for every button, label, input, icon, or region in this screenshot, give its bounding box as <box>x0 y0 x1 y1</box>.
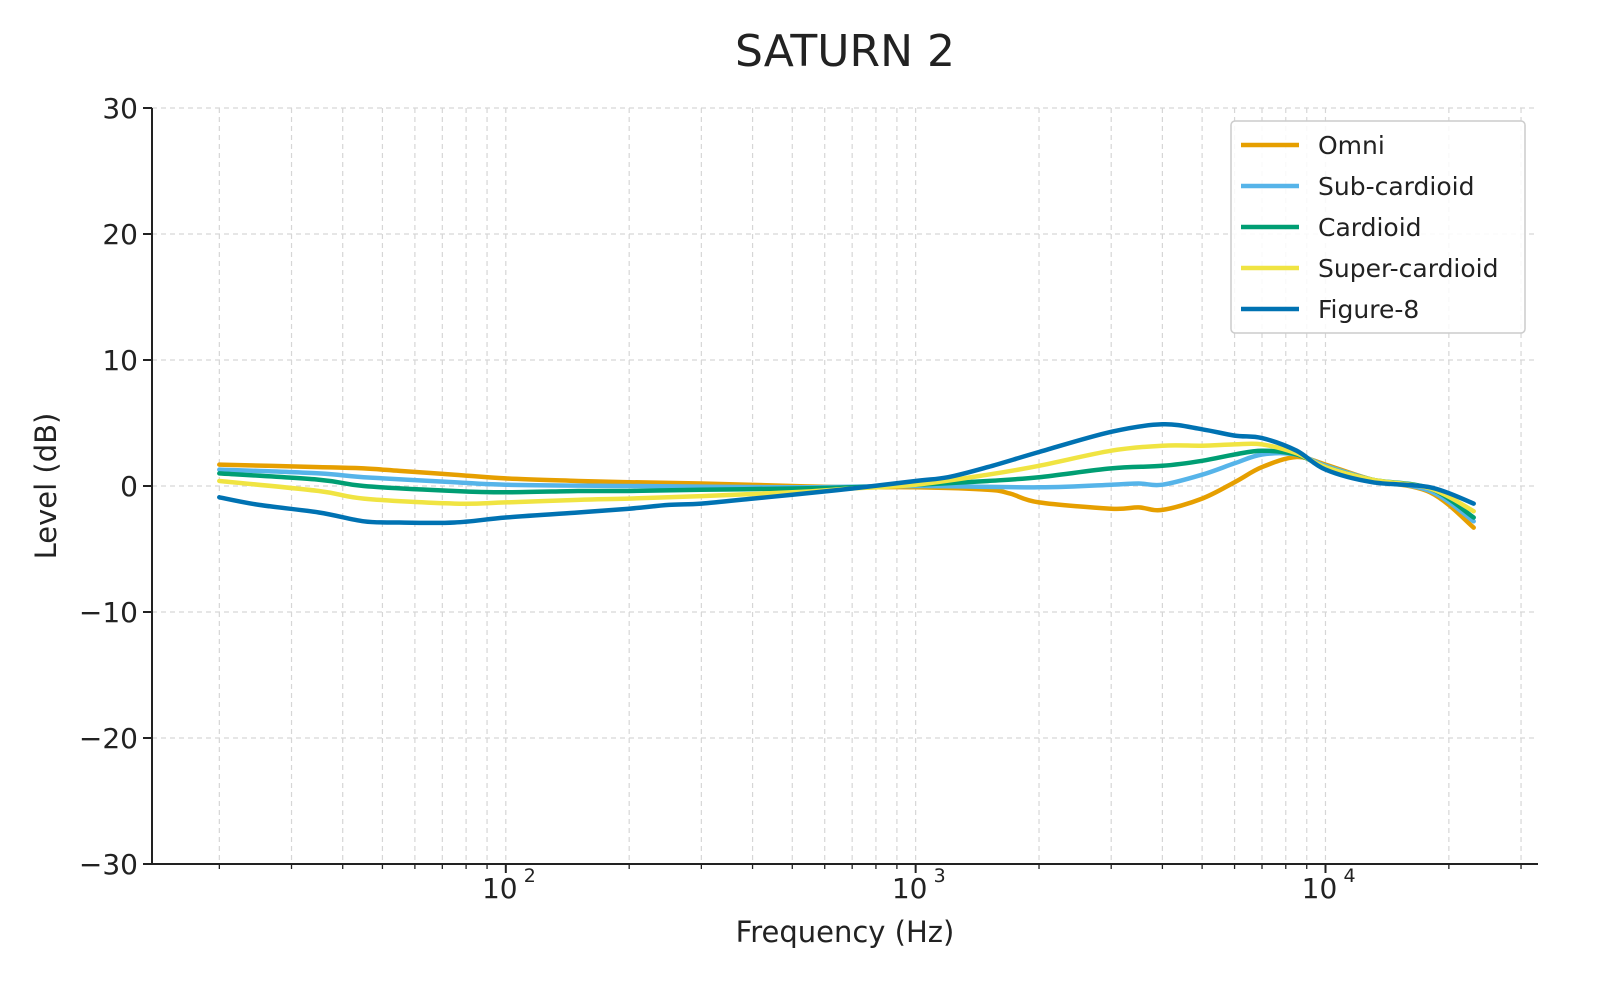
y-axis-label: Level (dB) <box>29 413 63 560</box>
series-line-omni <box>217 454 1476 530</box>
y-tick-label: −10 <box>79 596 138 629</box>
legend-label: Sub-cardioid <box>1318 172 1474 201</box>
x-tick-label: 10 <box>482 872 518 905</box>
x-tick-label: 10 <box>1302 872 1338 905</box>
series-line-figure-8 <box>217 422 1476 526</box>
x-tick-exponent: 2 <box>524 865 536 887</box>
legend-label: Figure-8 <box>1318 295 1419 324</box>
y-tick-label: 0 <box>120 470 138 503</box>
x-tick-label: 10 <box>892 872 928 905</box>
y-tick-label: −30 <box>79 848 138 881</box>
y-tick-label: 10 <box>102 344 138 377</box>
x-tick-exponent: 3 <box>934 865 946 887</box>
legend-box <box>1230 120 1526 334</box>
legend-label: Cardioid <box>1318 213 1422 242</box>
x-tick-exponent: 4 <box>1343 865 1355 887</box>
legend-label: Omni <box>1318 131 1385 160</box>
y-tick-label: 30 <box>102 92 138 125</box>
chart-title: SATURN 2 <box>735 26 955 77</box>
x-axis-label: Frequency (Hz) <box>736 915 955 949</box>
series-lines <box>217 422 1476 530</box>
y-tick-label: 20 <box>102 218 138 251</box>
y-tick-label: −20 <box>79 722 138 755</box>
legend: Omni Sub-cardioid Cardioid Super-cardioid Fi… <box>1230 120 1526 334</box>
legend-label: Super-cardioid <box>1318 254 1499 283</box>
